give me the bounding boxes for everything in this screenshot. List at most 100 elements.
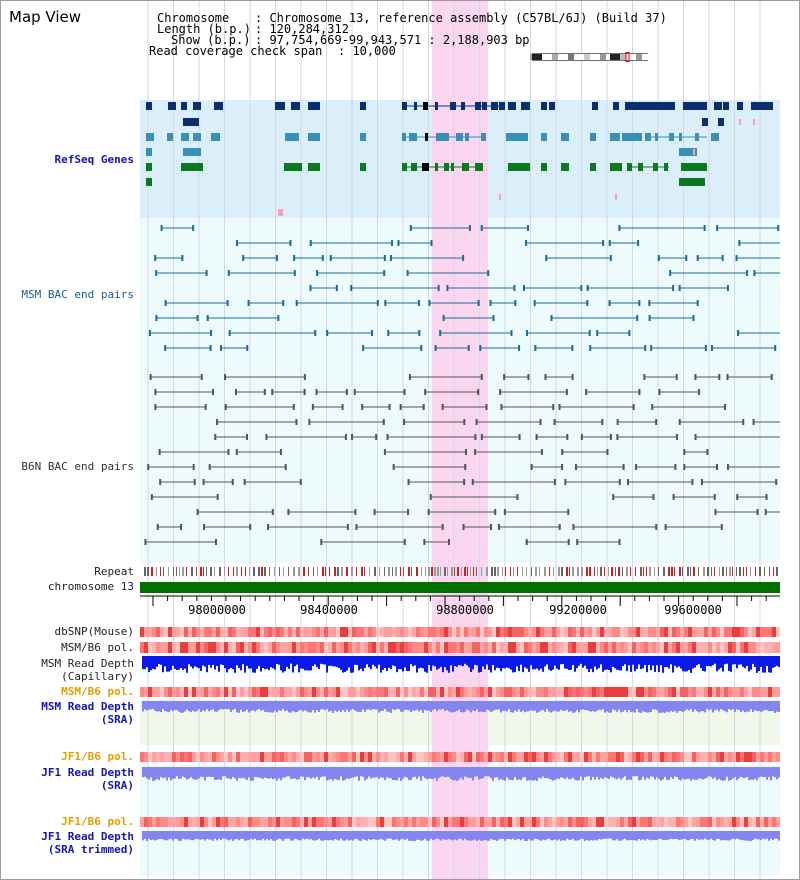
depth-bar (644, 831, 646, 841)
repeat-mark (535, 567, 537, 576)
depth-bar (388, 701, 390, 712)
depth-bar (628, 831, 630, 841)
heat-cell (256, 642, 260, 653)
depth-bar (718, 656, 720, 670)
track-label-refseq[interactable]: RefSeq Genes (54, 153, 134, 166)
track-label-msm-b6-pol-2[interactable]: MSM/B6 pol. (61, 685, 134, 698)
depth-bar (494, 767, 496, 778)
heat-cell (588, 642, 592, 653)
depth-bar (678, 831, 680, 841)
heat-cell (612, 687, 616, 697)
depth-bar (590, 656, 592, 669)
heat-cell (684, 687, 688, 697)
heat-cell (288, 817, 292, 827)
heat-cell (676, 817, 680, 827)
heat-cell (752, 687, 756, 697)
track-label-repeat[interactable]: Repeat (94, 565, 134, 578)
b6n-bac-end (742, 419, 745, 425)
depth-bar (708, 831, 710, 840)
depth-bar (460, 656, 462, 666)
track-label-dbsnp[interactable]: dbSNP(Mouse) (54, 625, 134, 638)
depth-bar (672, 701, 674, 712)
repeat-mark (630, 567, 631, 576)
depth-bar (488, 767, 490, 777)
depth-bar (174, 701, 176, 711)
heat-cell (628, 687, 632, 697)
track-label-chromosome[interactable]: chromosome 13 (47, 580, 134, 593)
depth-bar (450, 831, 452, 840)
depth-bar (706, 701, 708, 709)
track-label-b6n-bac[interactable]: B6N BAC end pairs (21, 460, 134, 473)
chromosome-ideogram[interactable] (530, 52, 650, 62)
gene-exon (285, 133, 299, 141)
depth-bar (228, 831, 230, 841)
track-label-msm-depth-capillary[interactable]: MSM Read Depth (41, 657, 134, 670)
repeat-mark (764, 567, 765, 576)
b6n-bac-end (354, 509, 357, 515)
depth-bar (658, 656, 660, 672)
track-label-jf1-depth-sra-sub: (SRA) (100, 779, 134, 792)
ideogram-band (558, 54, 568, 60)
msm-bac-end (293, 270, 296, 276)
depth-bar (448, 701, 450, 712)
depth-bar (246, 701, 248, 710)
b6n-bac-end (192, 464, 195, 470)
depth-bar (228, 701, 230, 710)
track-label-msm-bac[interactable]: MSM BAC end pairs (21, 288, 134, 301)
heat-cell (264, 752, 268, 762)
depth-bar (162, 701, 164, 710)
depth-bar (632, 701, 634, 712)
depth-bar (264, 831, 266, 841)
b6n-bac-end (345, 389, 348, 395)
depth-bar (594, 701, 596, 712)
depth-bar (166, 701, 168, 712)
track-label-msm-depth-sra[interactable]: MSM Read Depth (41, 700, 134, 713)
depth-bar (736, 701, 738, 710)
repeat-mark (635, 567, 636, 576)
depth-bar (384, 656, 386, 668)
heat-cell (548, 687, 552, 697)
b6n-bac-end (518, 434, 521, 440)
heat-cell (340, 627, 344, 637)
depth-bar (152, 767, 154, 781)
depth-bar (274, 767, 276, 779)
depth-bar (226, 767, 228, 779)
repeat-mark (191, 567, 193, 576)
track-label-jf1-depth-sra[interactable]: JF1 Read Depth (41, 766, 134, 779)
track-label-jf1-b6-pol-2[interactable]: JF1/B6 pol. (61, 815, 134, 828)
depth-bar (762, 831, 764, 839)
depth-bar (484, 656, 486, 670)
depth-bar (710, 767, 712, 777)
heat-cell (472, 687, 476, 697)
repeat-mark (467, 567, 468, 576)
heat-cell (256, 687, 260, 697)
heat-cell (364, 817, 368, 827)
heat-cell (624, 627, 628, 637)
depth-bar (220, 701, 222, 709)
track-label-jf1-b6-pol-1[interactable]: JF1/B6 pol. (61, 750, 134, 763)
heat-cell (228, 752, 232, 762)
heat-cell (348, 627, 352, 637)
track-label-jf1-depth-trimmed[interactable]: JF1 Read Depth (41, 830, 134, 843)
ideogram-band (552, 54, 558, 60)
depth-bar (544, 701, 546, 712)
heat-cell (556, 687, 560, 697)
depth-bar (256, 656, 258, 669)
heat-cell (596, 817, 600, 827)
heat-cell (772, 627, 776, 637)
msm-bac-end (293, 255, 296, 261)
depth-bar (620, 701, 622, 713)
depth-bar (196, 656, 198, 668)
depth-bar (718, 767, 720, 779)
b6n-bac-end (287, 509, 290, 515)
heat-cell (660, 627, 664, 637)
depth-bar (158, 656, 160, 665)
b6n-bac-end (193, 479, 196, 485)
track-label-msm-b6-pol-1[interactable]: MSM/B6 pol. (61, 641, 134, 654)
depth-bar (386, 701, 388, 712)
depth-bar (290, 656, 292, 664)
depth-bar (290, 767, 292, 779)
depth-bar (202, 656, 204, 666)
heat-cell (344, 642, 348, 653)
depth-bar (460, 831, 462, 839)
